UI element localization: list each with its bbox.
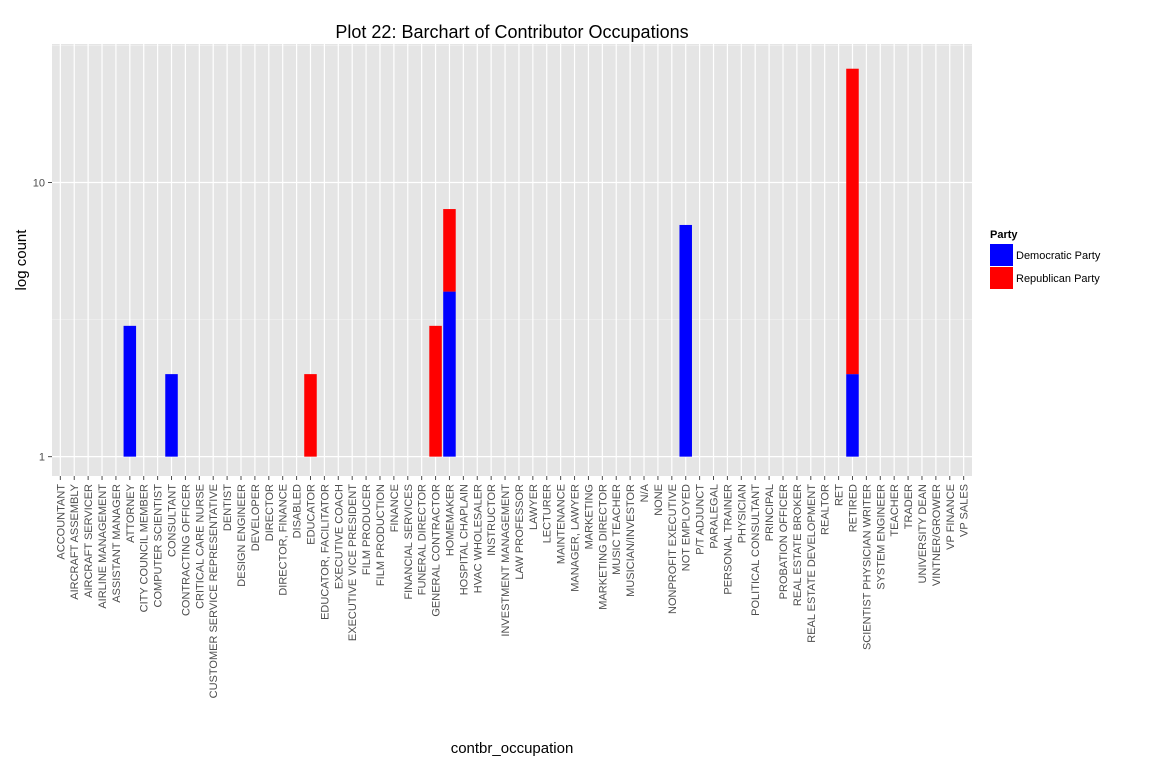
x-tick-label: INSTRUCTOR xyxy=(486,484,498,556)
x-tick-label: PRINCIPAL xyxy=(764,484,776,541)
x-tick-label: EDUCATOR xyxy=(305,484,317,545)
x-tick-label: ATTORNEY xyxy=(125,483,137,543)
x-tick-label: DIRECTOR xyxy=(264,484,276,541)
x-tick-label: EXECUTIVE COACH xyxy=(333,484,345,589)
bars xyxy=(123,68,859,457)
x-tick-label: CONSULTANT xyxy=(167,484,179,557)
x-tick-label: LAW PROFESSOR xyxy=(514,484,526,580)
x-tick-label: PARALEGAL xyxy=(709,484,721,549)
x-tick-label: PROBATION OFFICER xyxy=(778,484,790,599)
x-tick-label: EDUCATOR, FACILITATOR xyxy=(319,484,331,620)
bar-democratic-party xyxy=(123,325,137,457)
x-tick-label: MUSICIAN/INVESTOR xyxy=(625,484,637,597)
x-tick-label: N/A xyxy=(639,483,651,502)
bar-democratic-party xyxy=(679,224,692,457)
x-tick-label: LAWYER xyxy=(528,484,540,530)
x-tick-label: MUSIC TEACHER xyxy=(611,484,623,575)
x-tick-label: INVESTMENT MANAGEMENT xyxy=(500,484,512,637)
x-tick-label: AIRCRAFT SERVICER xyxy=(83,484,95,598)
bar-democratic-party xyxy=(165,374,178,457)
x-tick-label: CRITICAL CARE NURSE xyxy=(194,484,206,609)
bar-democratic-party xyxy=(846,374,859,457)
x-tick-label: REAL ESTATE BROKER xyxy=(792,484,804,606)
x-tick-label: VP SALES xyxy=(959,484,971,537)
x-tick-label: HOMEMAKER xyxy=(444,484,456,556)
x-tick-label: DENTIST xyxy=(222,484,234,531)
x-tick-label: ASSISTANT MANAGER xyxy=(111,484,123,603)
legend-title: Party xyxy=(990,229,1018,241)
x-tick-label: SCIENTIST PHYSICIAN WRITER xyxy=(861,484,873,650)
chart-title: Plot 22: Barchart of Contributor Occupat… xyxy=(335,22,688,42)
legend-label: Democratic Party xyxy=(1016,250,1101,262)
x-tick-label: TRADER xyxy=(903,484,915,529)
x-tick-label: MANAGER, LAWYER xyxy=(570,484,582,592)
x-tick-label: HVAC WHOLESALER xyxy=(472,484,484,593)
x-tick-label: MARKETING xyxy=(583,484,595,549)
legend: Party Democratic Party Republican Party xyxy=(990,229,1101,289)
x-tick-label: LECTURER xyxy=(542,484,554,543)
x-tick-label: MAINTENANCE xyxy=(556,484,568,564)
x-tick-label: POLITICAL CONSULTANT xyxy=(750,484,762,616)
x-tick-label: COMPUTER SCIENTIST xyxy=(153,484,165,608)
bar-republican-party xyxy=(304,374,317,457)
x-tick-label: TEACHER xyxy=(889,484,901,537)
x-tick-label: VP FINANCE xyxy=(945,484,957,550)
x-axis-title: contbr_occupation xyxy=(451,740,574,757)
y-axis-title: log count xyxy=(13,229,30,291)
x-tick-label: PHYSICIAN xyxy=(736,484,748,543)
x-tick-label: DIRECTOR, FINANCE xyxy=(278,484,290,596)
x-tick-label: AIRCRAFT ASSEMBLY xyxy=(69,483,81,599)
bar-republican-party xyxy=(429,325,442,457)
x-tick-label: HOSPITAL CHAPLAIN xyxy=(458,484,470,595)
plot-panel xyxy=(52,44,972,476)
bar-republican-party xyxy=(846,68,859,375)
x-axis: ACCOUNTANT AIRCRAFT ASSEMBLY AIRCRAFT SERV… xyxy=(55,476,971,698)
x-tick-label: REAL ESTATE DEVELOPMENT xyxy=(806,484,818,643)
y-axis: 1 10 xyxy=(33,177,52,464)
x-tick-label: CONTRACTING OFFICER xyxy=(180,484,192,616)
x-tick-label: SYSTEM ENGINEER xyxy=(875,484,887,590)
x-tick-label: ACCOUNTANT xyxy=(55,484,67,560)
x-tick-label: CUSTOMER SERVICE REPRESENTATIVE xyxy=(208,484,220,698)
x-tick-label: FUNERAL DIRECTOR xyxy=(417,484,429,595)
x-tick-label: RET xyxy=(834,484,846,506)
x-tick-label: FILM PRODUCER xyxy=(361,484,373,575)
legend-swatch xyxy=(990,244,1013,266)
bar-republican-party xyxy=(443,209,456,292)
x-tick-label: NONE xyxy=(653,484,665,516)
x-tick-label: FILM PRODUCTION xyxy=(375,484,387,586)
x-tick-label: GENERAL CONTRACTOR xyxy=(431,484,443,617)
x-tick-label: MARKETING DIRECTOR xyxy=(597,484,609,610)
x-tick-label: VINTNER/GROWER xyxy=(931,484,943,586)
x-tick-label: EXECUTIVE VICE PRESIDENT xyxy=(347,484,359,641)
x-tick-label: FINANCIAL SERVICES xyxy=(403,484,415,600)
x-tick-label: UNIVERSITY DEAN xyxy=(917,484,929,583)
x-tick-label: PERSONAL TRAINER xyxy=(722,484,734,595)
x-tick-label: RETIRED xyxy=(847,484,859,532)
y-tick-label: 1 xyxy=(39,452,45,464)
x-tick-label: DISABLED xyxy=(292,484,304,538)
x-tick-label: DEVELOPER xyxy=(250,484,262,551)
x-tick-label: NOT EMPLOYED xyxy=(681,484,693,571)
x-tick-label: P/T ADJUNCT xyxy=(695,484,707,555)
y-tick-label: 10 xyxy=(33,177,45,189)
x-tick-label: CITY COUNCIL MEMBER xyxy=(139,484,151,612)
x-tick-label: AIRLINE MANAGEMENT xyxy=(97,484,109,609)
legend-label: Republican Party xyxy=(1016,273,1100,285)
bar-democratic-party xyxy=(443,291,456,457)
x-tick-label: REALTOR xyxy=(820,484,832,535)
x-tick-label: NONPROFIT EXECUTIVE xyxy=(667,484,679,614)
legend-swatch xyxy=(990,267,1013,289)
x-tick-label: FINANCE xyxy=(389,484,401,532)
x-tick-label: DESIGN ENGINEER xyxy=(236,484,248,587)
